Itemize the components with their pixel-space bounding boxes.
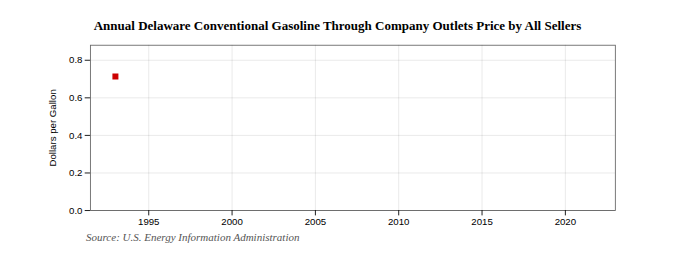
svg-text:0.6: 0.6 [69, 92, 82, 103]
svg-text:1995: 1995 [138, 216, 159, 227]
svg-text:2015: 2015 [471, 216, 492, 227]
svg-text:0.0: 0.0 [69, 205, 82, 216]
svg-text:0.4: 0.4 [69, 129, 83, 140]
html-text:Annual Delaware Conventional G: Annual Delaware Conventional Gasoline Th… [93, 18, 582, 33]
svg-text:Dollars per Gallon: Dollars per Gallon [47, 89, 58, 166]
svg-text:0.2: 0.2 [69, 167, 82, 178]
svg-text:2010: 2010 [388, 216, 409, 227]
svg-text:2000: 2000 [221, 216, 242, 227]
svg-text:2020: 2020 [555, 216, 576, 227]
svg-text:0.8: 0.8 [69, 54, 82, 65]
svg-text:2005: 2005 [305, 216, 326, 227]
html-text:Source: U.S. Energy Informatio: Source: U.S. Energy Information Administ… [86, 231, 300, 244]
